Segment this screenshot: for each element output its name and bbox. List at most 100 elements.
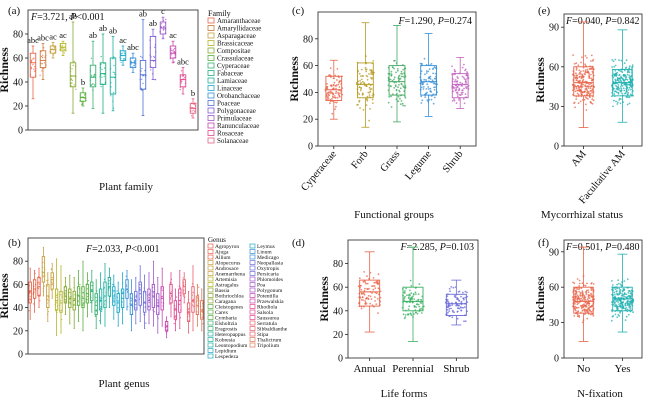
- data-point: [627, 96, 629, 99]
- data-point: [131, 66, 133, 68]
- significance-letter: ab: [69, 11, 77, 21]
- data-point: [582, 66, 585, 69]
- data-point: [332, 83, 335, 86]
- data-point: [584, 88, 587, 90]
- data-point: [394, 59, 396, 62]
- legend-swatch: [249, 315, 256, 320]
- data-point: [613, 88, 615, 90]
- data-point: [148, 301, 150, 304]
- legend-label: Kobresia: [215, 338, 235, 344]
- data-point: [358, 72, 361, 75]
- data-point: [430, 95, 433, 97]
- box-body: [179, 74, 187, 88]
- box-amaranthaceae: abc: [27, 35, 39, 100]
- data-point: [626, 90, 628, 93]
- box-amaryllidaceae: abc: [37, 33, 49, 80]
- x-axis-label: Functional groups: [354, 209, 434, 221]
- data-point: [370, 88, 373, 90]
- box-grass: Grass: [378, 24, 407, 174]
- data-point: [100, 297, 102, 299]
- data-point: [410, 285, 413, 287]
- data-point: [589, 87, 592, 90]
- data-point: [366, 78, 369, 81]
- data-point: [581, 292, 584, 294]
- data-point: [174, 307, 176, 309]
- data-point: [587, 82, 590, 85]
- data-point: [396, 69, 399, 72]
- y-tick-label: 20: [13, 102, 23, 113]
- data-point: [363, 293, 366, 296]
- legend-swatch: [207, 326, 214, 331]
- box-lamiaceae: ab: [109, 25, 117, 112]
- data-point: [133, 65, 135, 67]
- data-point: [617, 297, 619, 299]
- data-point: [358, 99, 361, 102]
- data-point: [417, 298, 419, 301]
- legend-swatch: [249, 326, 256, 331]
- data-point: [626, 300, 629, 303]
- data-point: [196, 297, 199, 299]
- data-point: [617, 84, 620, 86]
- panel-e: (e) 0 30 60 90 Richness Mycorrhizal status F=0.…: [533, 5, 643, 221]
- data-point: [134, 300, 137, 303]
- legend-swatch: [249, 293, 256, 298]
- y-axis-label: Richness: [533, 57, 547, 103]
- data-point: [621, 305, 624, 308]
- data-point: [198, 286, 200, 288]
- plot-frame: [563, 13, 643, 147]
- box-body: [50, 272, 54, 290]
- data-point: [87, 295, 89, 298]
- data-point: [618, 303, 620, 305]
- data-point: [624, 304, 627, 307]
- data-point: [94, 84, 96, 86]
- data-point: [71, 82, 73, 84]
- box-body: [169, 45, 177, 59]
- data-point: [463, 320, 465, 323]
- data-point: [157, 301, 159, 304]
- data-point: [139, 283, 141, 286]
- stats-label: F=2.033, P<0.001: [85, 244, 160, 255]
- data-point: [581, 56, 583, 59]
- data-point: [421, 312, 423, 314]
- data-point: [580, 86, 583, 89]
- data-point: [364, 281, 367, 284]
- data-point: [613, 293, 616, 296]
- data-point: [86, 288, 89, 290]
- data-point: [578, 75, 581, 78]
- data-point: [61, 44, 64, 47]
- data-point: [578, 285, 580, 287]
- data-point: [580, 61, 582, 64]
- data-point: [584, 71, 587, 74]
- legend-swatch: [249, 342, 256, 348]
- data-point: [405, 287, 407, 290]
- data-point: [402, 313, 405, 316]
- x-axis-label: Mycorrhizal status: [541, 209, 623, 221]
- data-point: [611, 280, 613, 282]
- legend-swatch: [207, 254, 214, 260]
- data-point: [578, 69, 581, 72]
- significance-letter: abc: [37, 33, 49, 43]
- data-point: [390, 74, 393, 77]
- data-point: [618, 77, 621, 80]
- data-point: [618, 293, 620, 295]
- legend-swatch: [249, 282, 256, 287]
- y-tick-label: 0: [18, 350, 23, 361]
- box-compositae: ab: [69, 11, 77, 114]
- data-point: [329, 90, 332, 93]
- significance-letter: ab: [99, 23, 107, 33]
- data-point: [622, 74, 625, 76]
- data-point: [394, 84, 397, 87]
- legend-swatch: [249, 265, 256, 271]
- data-point: [589, 85, 592, 88]
- data-point: [359, 107, 361, 109]
- data-point: [77, 294, 79, 296]
- box-polygonum: [156, 277, 160, 334]
- data-point: [336, 79, 338, 81]
- data-point: [618, 287, 621, 290]
- data-point: [374, 281, 377, 284]
- data-point: [629, 307, 632, 310]
- box-artemisia: [54, 258, 59, 336]
- data-point: [365, 74, 368, 77]
- data-point: [338, 86, 341, 88]
- data-point: [592, 99, 595, 102]
